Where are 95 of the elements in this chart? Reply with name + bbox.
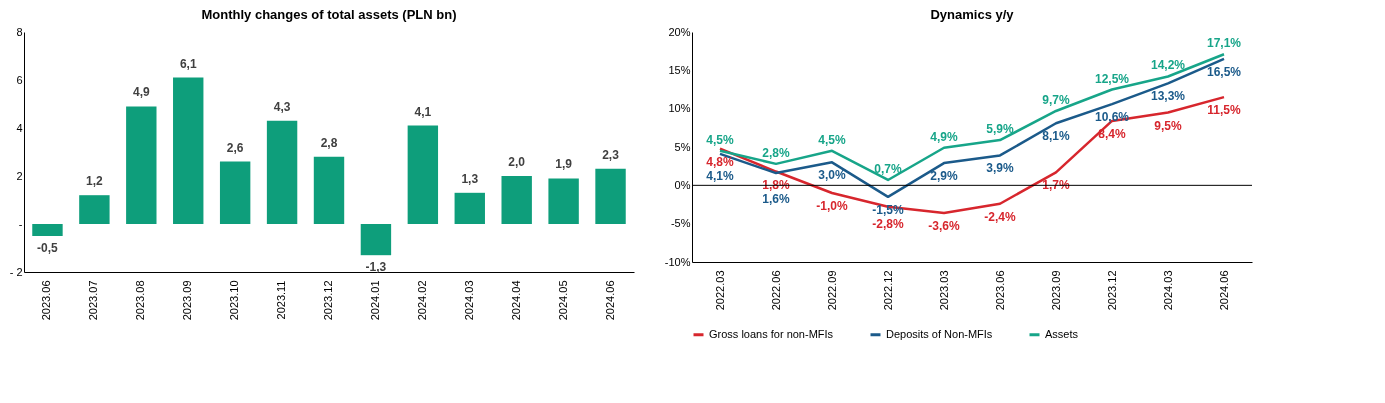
data-label: 9,5% xyxy=(1154,118,1182,133)
y-tick-label: 10% xyxy=(668,102,691,115)
bar xyxy=(79,195,110,224)
x-tick-label: 2023.12 xyxy=(1105,270,1118,311)
data-label: 4,3 xyxy=(273,99,291,114)
bar xyxy=(548,178,579,224)
data-label: 2,0 xyxy=(508,155,526,169)
data-label: 16,5% xyxy=(1206,64,1242,79)
data-label: 1,3 xyxy=(461,171,479,186)
data-label: 4,5% xyxy=(818,132,846,147)
x-tick-label: 2024.05 xyxy=(556,280,569,321)
x-tick-label: 2023.07 xyxy=(87,280,100,321)
legend-label: Deposits of Non-MFIs xyxy=(886,327,993,340)
x-tick-label: 2023.11 xyxy=(275,280,288,320)
data-label: 4,8% xyxy=(706,154,734,169)
legend-label: Gross loans for non-MFIs xyxy=(709,327,834,340)
y-tick-label: 6 xyxy=(16,73,23,86)
data-label: 5,9% xyxy=(986,122,1014,137)
x-tick-label: 2023.09 xyxy=(1049,270,1062,311)
chart-title: Monthly changes of total assets (PLN bn) xyxy=(201,7,457,22)
bar xyxy=(126,106,157,224)
data-label: -2,4% xyxy=(984,209,1016,224)
x-tick-label: 2024.06 xyxy=(1217,270,1230,311)
x-tick-label: 2022.06 xyxy=(769,270,782,311)
x-tick-label: 2024.04 xyxy=(509,280,522,321)
x-tick-label: 2022.12 xyxy=(881,270,894,311)
data-label: 4,5% xyxy=(706,132,734,147)
y-tick-label: - xyxy=(18,217,23,230)
data-label: 2,9% xyxy=(930,169,958,184)
x-tick-label: 2023.08 xyxy=(134,280,147,321)
x-tick-label: 2024.03 xyxy=(462,280,475,321)
bar xyxy=(266,120,298,224)
data-label: 1,9 xyxy=(555,157,573,172)
y-tick-label: - 2 xyxy=(9,265,23,278)
y-tick-label: 2 xyxy=(16,169,23,182)
data-label: 2,3 xyxy=(602,147,620,162)
data-label: 8,4% xyxy=(1098,126,1126,141)
bar xyxy=(219,161,251,224)
data-label: 10,6% xyxy=(1094,110,1130,125)
data-label: 11,5% xyxy=(1207,103,1242,118)
data-label: -1,3 xyxy=(365,260,387,275)
data-label: 3,9% xyxy=(986,161,1014,176)
bar xyxy=(454,192,485,224)
data-label: -1,0% xyxy=(816,199,848,213)
x-tick-label: 2023.06 xyxy=(993,270,1006,311)
y-tick-label: -10% xyxy=(664,255,691,268)
data-label: 4,1% xyxy=(706,168,734,183)
legend-label: Assets xyxy=(1045,327,1079,340)
x-tick-label: 2023.12 xyxy=(322,280,334,321)
data-label: 12,5% xyxy=(1094,71,1130,86)
data-label: 1,2 xyxy=(86,174,104,189)
x-tick-label: 2024.01 xyxy=(368,280,381,321)
data-label: 13,3% xyxy=(1150,89,1186,104)
data-label: 1,6% xyxy=(762,191,790,206)
data-label: 17,1% xyxy=(1206,36,1242,51)
data-label: 2,8% xyxy=(762,145,790,160)
data-label: 8,1% xyxy=(1042,129,1070,144)
data-label: 0,7% xyxy=(874,161,902,176)
data-label: 2,8 xyxy=(320,135,338,150)
data-label: -1,5% xyxy=(872,202,904,217)
data-label: -3,6% xyxy=(928,218,960,233)
bar xyxy=(173,77,204,224)
data-label: 2,6 xyxy=(226,140,244,155)
x-tick-label: 2023.06 xyxy=(40,280,53,321)
data-label: 4,1 xyxy=(414,104,432,119)
x-tick-label: 2022.09 xyxy=(825,270,838,311)
x-tick-label: 2023.09 xyxy=(181,280,194,321)
bar xyxy=(501,176,532,224)
bar xyxy=(407,125,439,224)
y-tick-label: -5% xyxy=(670,217,691,230)
data-label: 14,2% xyxy=(1150,58,1186,73)
y-tick-label: 15% xyxy=(668,63,691,76)
y-tick-label: 4 xyxy=(16,121,23,134)
x-tick-label: 2023.10 xyxy=(228,280,241,321)
bar xyxy=(313,156,345,224)
bar xyxy=(595,168,626,224)
x-tick-label: 2024.03 xyxy=(1161,270,1174,311)
y-tick-label: 0% xyxy=(674,178,691,191)
y-tick-label: 20% xyxy=(668,25,691,38)
chart-title: Dynamics y/y xyxy=(930,7,1015,22)
data-label: -0,5 xyxy=(37,241,59,255)
x-tick-label: 2024.06 xyxy=(603,280,616,321)
data-label: 4,9% xyxy=(930,129,958,144)
y-tick-label: 5% xyxy=(674,140,691,153)
data-label: 3,0% xyxy=(818,168,846,183)
bar xyxy=(360,224,392,256)
data-label: 4,9 xyxy=(132,85,150,100)
bar xyxy=(32,224,63,236)
x-tick-label: 2022.03 xyxy=(713,270,726,311)
x-tick-label: 2024.02 xyxy=(415,280,428,321)
data-label: 6,1 xyxy=(179,56,197,71)
y-tick-label: 8 xyxy=(16,25,23,38)
data-label: 9,7% xyxy=(1042,92,1070,107)
data-label: -2,8% xyxy=(872,216,904,231)
x-tick-label: 2023.03 xyxy=(937,270,950,311)
